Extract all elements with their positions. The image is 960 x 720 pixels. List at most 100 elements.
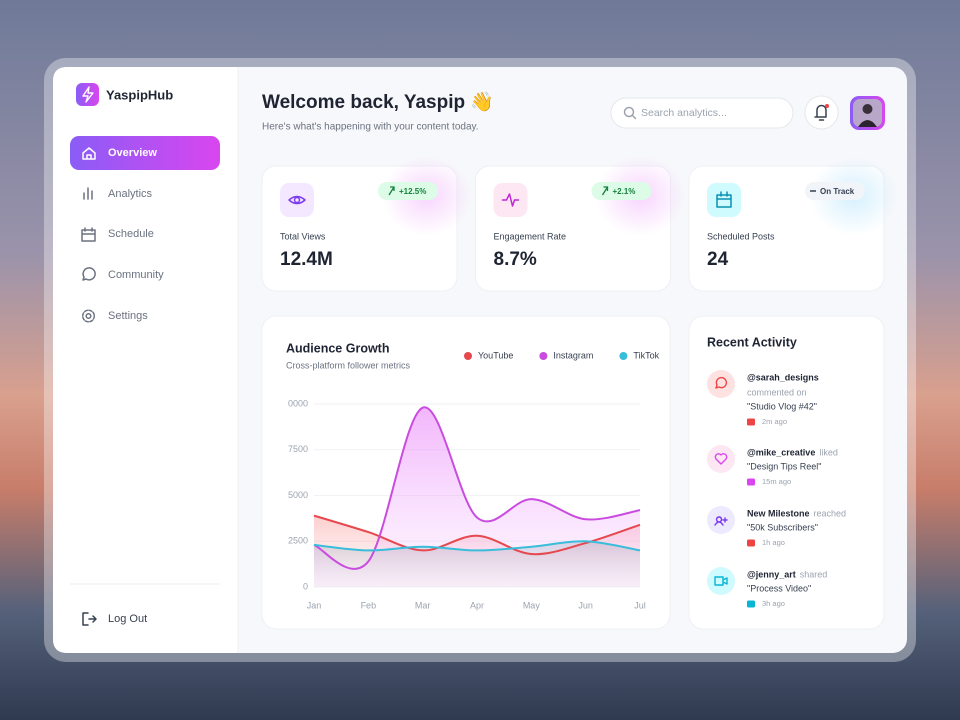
activity-icon (715, 376, 728, 389)
activity-icon (714, 453, 728, 465)
legend-label[interactable]: Instagram (553, 350, 593, 360)
bell-icon (814, 104, 827, 121)
y-tick-label: 0 (303, 581, 308, 591)
activity-action: commented on (747, 387, 807, 397)
activity-user: New Milestone (747, 508, 810, 518)
stat-value: 8.7% (494, 249, 537, 270)
search-box[interactable] (610, 97, 794, 129)
x-tick-label: Apr (470, 600, 484, 610)
activity-list: @sarah_designs commented on "Studio Vlog #… (707, 370, 846, 608)
stat-icon (501, 193, 520, 207)
activity-icon-bg (707, 567, 735, 595)
nav-icon (85, 312, 92, 320)
nav-item[interactable]: Overview (108, 147, 157, 159)
activity-icon-bg (707, 445, 735, 473)
stat-value: 24 (707, 249, 729, 270)
line (313, 540, 641, 552)
platform-icon (747, 539, 755, 547)
activity-time: 3h ago (762, 599, 785, 608)
activity-icon (714, 576, 728, 586)
activity-target: "Studio Vlog #42" (747, 401, 817, 411)
nav-icon (83, 187, 93, 200)
activity-action: liked (819, 447, 838, 457)
activity-target: "Process Video" (747, 583, 811, 593)
stat-icon (716, 191, 732, 208)
nav-item[interactable]: Schedule (108, 228, 154, 240)
nav-icon (81, 227, 96, 242)
nav-active-bg[interactable] (70, 136, 220, 170)
brand-logo (76, 83, 99, 106)
activity-action: shared (800, 569, 828, 579)
stat-badge-text: On Track (820, 187, 855, 196)
y-tick-label: 2500 (288, 536, 308, 546)
activity-item[interactable]: @jenny_art shared "Process Video" 3h ago (707, 567, 827, 608)
area (314, 407, 640, 587)
platform-icon (747, 418, 755, 426)
notification-button[interactable] (804, 95, 839, 130)
activity-action: reached (814, 508, 847, 518)
y-tick-label: 0000 (288, 398, 308, 408)
x-tick-label: Jan (307, 600, 322, 610)
line (313, 406, 641, 570)
x-tick-label: Jul (634, 600, 646, 610)
legend-label[interactable]: YouTube (478, 350, 513, 360)
notification-dot (825, 104, 829, 108)
page-subtitle: Here's what's happening with your conten… (262, 122, 479, 133)
activity-item[interactable]: New Milestone reached "50k Subscribers" 1h … (707, 506, 846, 547)
chart: 0 2500 5000 7500 0000 Jan Feb Mar Apr May Jun Jul Yo… (288, 350, 660, 610)
brand-icon (82, 86, 94, 103)
nav-icon (82, 267, 96, 281)
platform-icon (747, 478, 755, 486)
nav-icon (81, 309, 96, 323)
activity-target: "Design Tips Reel" (747, 461, 821, 471)
logout[interactable]: Log Out (108, 613, 147, 625)
stat-badge-text: +12.5% (399, 187, 426, 196)
legend-swatch (539, 352, 548, 360)
activity-time: 1h ago (762, 538, 785, 547)
avatar-figure (862, 104, 873, 114)
activity-time: 2m ago (762, 417, 787, 426)
activity-item[interactable]: @sarah_designs commented on "Studio Vlog #… (707, 370, 819, 426)
logout-icon (82, 612, 97, 626)
stat-icon-bg (280, 183, 314, 217)
stat-badge (805, 182, 865, 200)
x-tick-label: Feb (361, 600, 377, 610)
nav-item[interactable]: Community (108, 269, 164, 281)
nav-item[interactable]: Analytics (108, 188, 153, 200)
activity-title: Recent Activity (707, 335, 797, 349)
sidebar (53, 67, 238, 653)
stat-label: Total Views (280, 231, 326, 241)
search-icon (631, 114, 637, 120)
chart-subtitle: Cross-platform follower metrics (286, 360, 411, 370)
activity-icon (714, 516, 728, 526)
activity-user: @jenny_art (747, 569, 796, 579)
badge-arrow (388, 186, 395, 196)
activity-user: @mike_creative (747, 447, 815, 457)
activity-item[interactable]: @mike_creative liked "Design Tips Reel" 15m… (707, 445, 838, 486)
stats-row: Total Views 12.4M +12.5% Engagement Rate 8.7… (261, 156, 899, 292)
y-tick-label: 5000 (288, 490, 308, 500)
stat-label: Scheduled Posts (707, 231, 775, 241)
x-tick-label: May (523, 600, 541, 610)
nav-item[interactable]: Settings (108, 310, 148, 322)
legend-swatch (464, 352, 472, 360)
search-placeholder: Search analytics... (641, 107, 727, 119)
line (313, 514, 641, 556)
legend-label[interactable]: TikTok (633, 350, 659, 360)
area (314, 541, 640, 587)
stat-value: 12.4M (280, 249, 333, 270)
x-tick-label: Jun (578, 600, 593, 610)
stat-card: Engagement Rate 8.7% +2.1% (475, 156, 686, 292)
activity-card (688, 315, 885, 630)
avatar-figure (858, 120, 877, 127)
y-tick-label: 7500 (288, 444, 308, 454)
activity-icon-bg (707, 370, 735, 398)
x-tick-label: Mar (415, 600, 431, 610)
stat-icon (288, 195, 306, 205)
stat-card: Total Views 12.4M +12.5% (261, 156, 472, 292)
chart-title: Audience Growth (286, 341, 389, 355)
search-icon (623, 106, 635, 118)
brand-name: YaspipHub (106, 87, 173, 102)
